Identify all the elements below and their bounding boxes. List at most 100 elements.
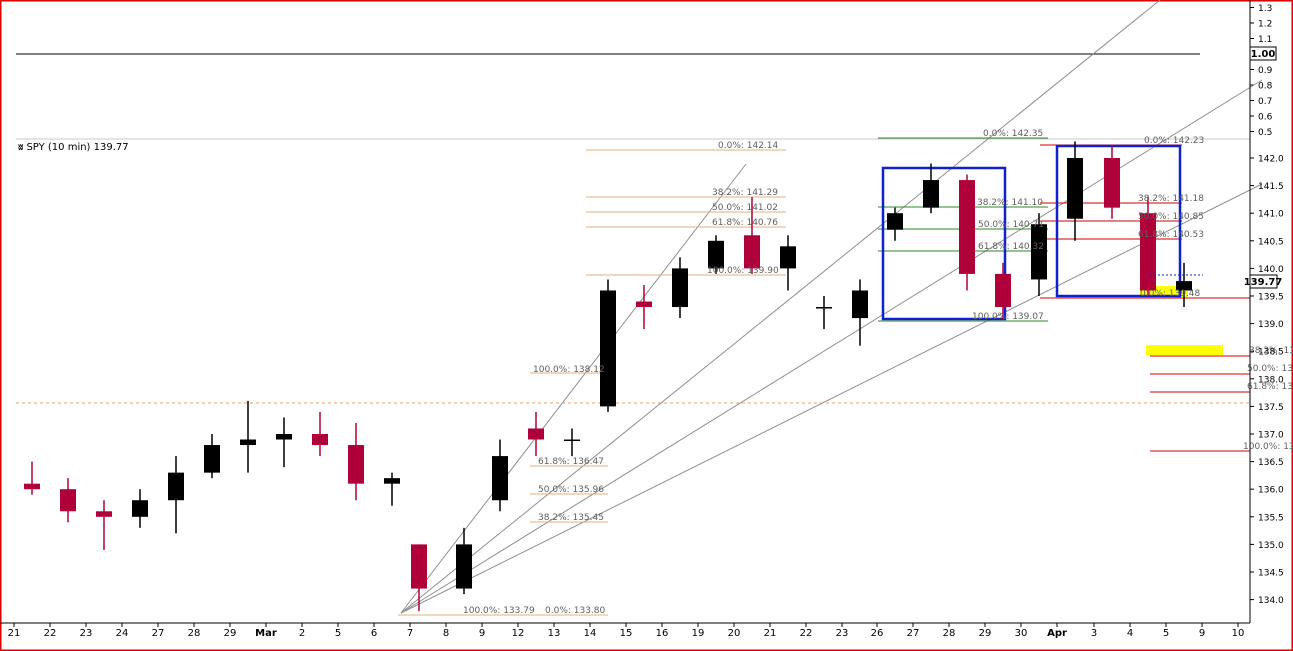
candle-body <box>564 439 580 442</box>
fib-label: 61.8%: 13 <box>1247 382 1293 392</box>
candle-body <box>959 180 975 274</box>
indicator-value-label: 1.00 <box>1251 49 1276 60</box>
indicator-tick-label: 0.8 <box>1258 82 1273 92</box>
candle-body <box>600 290 616 407</box>
price-tick-label: 140.5 <box>1258 237 1284 247</box>
x-tick-label: 12 <box>512 628 525 639</box>
candle-body <box>168 472 184 501</box>
fib-label: 0.0%: 142.14 <box>718 141 779 151</box>
candle-body <box>1067 158 1083 219</box>
price-tick-label: 139.5 <box>1258 293 1284 303</box>
candle-body <box>672 268 688 308</box>
fib-label: 38.2%: 141.18 <box>1138 194 1204 204</box>
price-tick-label: 136.5 <box>1258 458 1284 468</box>
price-tick-label: 137.5 <box>1258 403 1284 413</box>
candle-body <box>887 213 903 230</box>
x-tick-label: 3 <box>1091 628 1097 639</box>
candle-body <box>492 456 508 501</box>
indicator-tick-label: 1.3 <box>1258 4 1272 14</box>
price-tick-label: 134.0 <box>1258 596 1284 606</box>
x-tick-label: 28 <box>188 628 201 639</box>
candle-body <box>636 301 652 308</box>
price-axis: 142.0 141.5 141.0 140.5 140.0 139.5 139.0 138.5… <box>1250 155 1284 606</box>
price-tick-label: 137.0 <box>1258 431 1284 441</box>
fib-labels: 0.0%: 142.14 38.2%: 141.29 50.0%: 141.02… <box>463 129 1293 616</box>
fib-label: 100.0%: 139.07 <box>972 312 1044 322</box>
indicator-tick-label: 1.1 <box>1258 35 1272 45</box>
indicator-tick-label: 0.7 <box>1258 97 1272 107</box>
fib-label: 61.8%: 140.32 <box>978 242 1044 252</box>
x-tick-label: 15 <box>620 628 633 639</box>
x-tick-label: 23 <box>836 628 849 639</box>
x-tick-label: 13 <box>548 628 561 639</box>
fib-label: 50.0%: 13 <box>1247 364 1293 374</box>
fib-label: 0.0%: 139.48 <box>1140 289 1201 299</box>
price-tick-label: 138.5 <box>1258 348 1284 358</box>
candle-body <box>348 445 364 484</box>
fan-line-4 <box>400 183 1263 614</box>
fib-label: 100.0%: 133.79 <box>463 606 535 616</box>
x-tick-label: 19 <box>692 628 705 639</box>
current-price-label: 139.77 <box>1244 277 1283 288</box>
x-tick-label: 27 <box>152 628 165 639</box>
x-tick-label: 23 <box>80 628 93 639</box>
fib-label: 100.0%: 139.90 <box>707 266 779 276</box>
x-axis: 21 22 23 24 27 28 29 Mar 2 5 6 7 8 9 12 13 14 15 16 19 20 21 2… <box>8 623 1244 639</box>
x-tick-label: 8 <box>443 628 449 639</box>
x-tick-label: 5 <box>1163 628 1169 639</box>
fib-label: 100.0%: 138.12 <box>533 365 605 375</box>
blue-box-2 <box>1055 144 1182 298</box>
fib-label: 50.0%: 135.96 <box>538 485 604 495</box>
x-tick-label: 14 <box>584 628 597 639</box>
candle-body <box>276 434 292 440</box>
price-tick-label: 134.5 <box>1258 569 1284 579</box>
fib-label: 50.0%: 140.71 <box>978 220 1044 230</box>
fib-label: 100.0%: 13 <box>1243 442 1293 452</box>
candle-body <box>1140 213 1156 291</box>
x-tick-label: 26 <box>871 628 884 639</box>
fib-label: 50.0%: 141.02 <box>712 203 778 213</box>
indicator-panel: 1.3 1.2 1.1 0.9 0.8 0.7 0.6 0.5 1.00 <box>16 4 1277 138</box>
x-tick-label: 20 <box>728 628 741 639</box>
candle-body <box>132 500 148 517</box>
x-tick-label: 29 <box>224 628 237 639</box>
candle-body <box>204 445 220 473</box>
candle-body <box>923 180 939 208</box>
price-tick-label: 140.0 <box>1258 265 1284 275</box>
x-tick-label: 9 <box>1199 628 1205 639</box>
indicator-tick-label: 0.5 <box>1258 128 1272 138</box>
candle-body <box>384 478 400 484</box>
x-tick-label: 30 <box>1015 628 1028 639</box>
x-tick-label: 2 <box>299 628 305 639</box>
price-tick-label: 138.0 <box>1258 375 1284 385</box>
indicator-tick-label: 1.2 <box>1258 20 1272 30</box>
price-tick-label: 135.5 <box>1258 513 1284 523</box>
fib-label: 0.0%: 133.80 <box>545 606 606 616</box>
fib-label: 38.2%: 13 <box>1249 346 1293 356</box>
x-tick-label: 22 <box>44 628 57 639</box>
candle-body <box>1104 158 1120 208</box>
x-tick-label: 22 <box>800 628 813 639</box>
candle-body <box>816 307 832 309</box>
candle-body <box>60 489 76 512</box>
highlight-box <box>1146 345 1223 355</box>
indicator-tick-label: 0.9 <box>1258 66 1273 76</box>
candle-body <box>1176 281 1192 291</box>
candle-body <box>24 483 40 490</box>
x-tick-label: 7 <box>407 628 413 639</box>
fib-label: 38.2%: 141.10 <box>977 198 1043 208</box>
candle-body <box>312 434 328 446</box>
price-tick-label: 142.0 <box>1258 155 1284 165</box>
fan-line-1 <box>400 163 747 614</box>
candle-body <box>528 428 544 440</box>
x-tick-label: 21 <box>8 628 21 639</box>
price-tick-label: 141.5 <box>1258 182 1284 192</box>
indicator-tick-label: 0.6 <box>1258 113 1273 123</box>
x-tick-label: 16 <box>656 628 669 639</box>
candle-body <box>708 240 724 269</box>
fib-label: 61.8%: 140.76 <box>712 218 778 228</box>
blue-box-1 <box>881 166 1007 321</box>
price-tick-label: 139.0 <box>1258 320 1284 330</box>
x-tick-label: 24 <box>116 628 129 639</box>
